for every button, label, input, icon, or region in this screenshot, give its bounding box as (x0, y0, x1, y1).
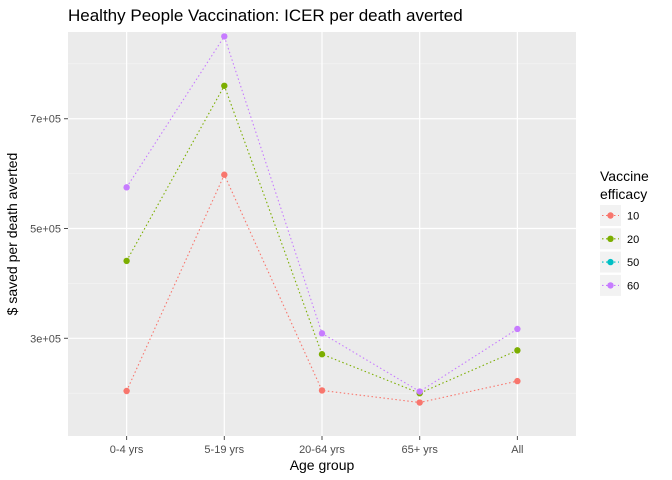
data-point-60-2 (318, 330, 326, 337)
legend-key-point-20 (607, 235, 614, 242)
data-point-20-0 (123, 257, 130, 265)
data-point-10-2 (318, 387, 326, 394)
chart-title: Healthy People Vaccination: ICER per dea… (68, 6, 463, 25)
legend-label-60: 60 (627, 280, 639, 292)
legend-title-line-2: efficacy (600, 186, 647, 202)
legend-label-10: 10 (627, 211, 639, 223)
legend-label-20: 20 (627, 234, 639, 246)
legend-label-50: 50 (627, 257, 639, 269)
series-points (123, 33, 521, 406)
y-tick-label-2: 7e+05 (30, 114, 61, 126)
data-point-10-3 (416, 399, 423, 406)
legend-keys: 10 20 50 60 (600, 205, 639, 296)
legend-title-line-1: Vaccine (600, 168, 649, 184)
data-point-20-4 (514, 347, 521, 354)
y-axis: 3e+05 5e+05 7e+05 (30, 114, 68, 345)
legend-key-point-60 (607, 282, 614, 289)
legend-key-point-10 (607, 212, 614, 219)
data-point-60-0 (123, 184, 130, 191)
data-point-60-1 (221, 33, 228, 40)
x-axis-title: Age group (290, 457, 355, 473)
x-tick-label-1: 5-19 yrs (204, 444, 244, 456)
x-tick-label-0: 0-4 yrs (110, 444, 144, 456)
y-tick-label-1: 5e+05 (30, 224, 61, 236)
data-point-10-0 (123, 387, 130, 395)
x-tick-label-4: All (511, 444, 523, 456)
data-point-60-4 (514, 325, 521, 333)
x-tick-label-2: 20-64 yrs (299, 444, 345, 456)
legend: Vaccine efficacy 10 20 50 60 (600, 168, 649, 296)
data-point-20-2 (318, 351, 326, 358)
y-tick-label-0: 3e+05 (30, 333, 61, 345)
legend-key-point-50 (607, 258, 614, 266)
y-axis-title: $ saved per death averted (4, 153, 20, 316)
grid (68, 32, 576, 436)
x-axis: 0-4 yrs 5-19 yrs 20-64 yrs 65+ yrs All (110, 436, 524, 456)
data-point-20-1 (221, 82, 228, 89)
x-tick-label-3: 65+ yrs (401, 444, 438, 456)
data-point-10-4 (514, 377, 521, 385)
data-point-60-3 (416, 388, 423, 395)
data-point-10-1 (221, 171, 228, 178)
